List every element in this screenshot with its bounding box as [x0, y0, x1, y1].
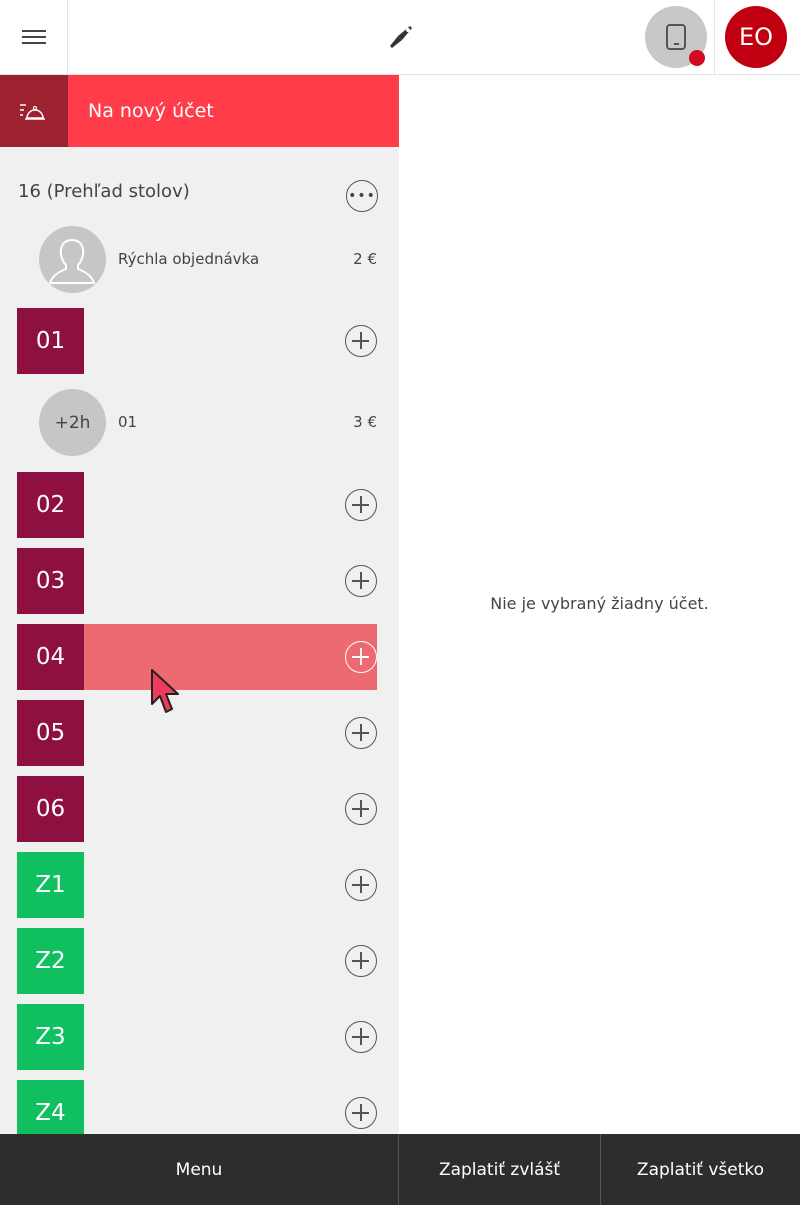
table-tile: 03: [17, 548, 84, 614]
account-price: 2 €: [353, 250, 377, 268]
new-account-label: Na nový účet: [88, 100, 214, 122]
table-row[interactable]: 02: [17, 472, 377, 538]
add-icon[interactable]: [345, 1021, 377, 1053]
menu-button[interactable]: Menu: [175, 1159, 223, 1180]
pay-separately-button[interactable]: Zaplatiť zvlášť: [398, 1134, 600, 1205]
new-account-button[interactable]: Na nový účet: [0, 75, 399, 147]
add-icon[interactable]: [345, 565, 377, 597]
tables-panel: Na nový účet 16 (Prehľad stolov) ••• Rýc…: [0, 75, 399, 1146]
bottom-bar: Menu Zaplatiť zvlášť Zaplatiť všetko: [0, 1134, 800, 1205]
status-dot: [689, 50, 705, 66]
divider: [714, 0, 715, 74]
person-avatar-icon: [39, 226, 106, 293]
table-tile: 05: [17, 700, 84, 766]
top-bar: EO: [0, 0, 800, 75]
table-tile: Z3: [17, 1004, 84, 1070]
tablet-icon: [666, 24, 686, 50]
hamburger-menu-button[interactable]: [0, 0, 68, 74]
section-title: 16 (Prehľad stolov): [18, 181, 190, 202]
account-row[interactable]: Rýchla objednávka 2 €: [0, 226, 399, 293]
table-tile: Z1: [17, 852, 84, 918]
table-tile: 04: [17, 624, 84, 690]
table-tile: 01: [17, 308, 84, 374]
user-avatar[interactable]: EO: [725, 6, 787, 68]
table-row[interactable]: Z3: [17, 1004, 377, 1070]
mouse-cursor-icon: [151, 669, 179, 713]
add-icon[interactable]: [345, 325, 377, 357]
table-tile: Z2: [17, 928, 84, 994]
table-row[interactable]: Z2: [17, 928, 377, 994]
pay-all-button[interactable]: Zaplatiť všetko: [600, 1134, 800, 1205]
table-row[interactable]: 01: [17, 308, 377, 374]
add-icon[interactable]: [345, 945, 377, 977]
rocket-icon[interactable]: [386, 22, 416, 52]
cloche-icon: [0, 75, 68, 147]
menu-icon: [21, 26, 46, 48]
more-options-button[interactable]: •••: [346, 180, 378, 212]
table-row[interactable]: 06: [17, 776, 377, 842]
add-icon[interactable]: [345, 489, 377, 521]
add-icon[interactable]: [345, 793, 377, 825]
empty-state-text: Nie je vybraný žiadny účet.: [490, 594, 709, 613]
table-row-highlighted[interactable]: 04: [17, 624, 377, 690]
account-name: Rýchla objednávka: [118, 250, 260, 268]
table-tile: 02: [17, 472, 84, 538]
account-name: 01: [118, 413, 138, 431]
add-icon[interactable]: [345, 717, 377, 749]
account-time-badge: +2h: [39, 389, 106, 456]
table-row[interactable]: Z1: [17, 852, 377, 918]
add-icon[interactable]: [345, 1097, 377, 1129]
account-row[interactable]: +2h 01 3 €: [0, 389, 399, 456]
add-icon[interactable]: [345, 869, 377, 901]
table-row[interactable]: 05: [17, 700, 377, 766]
account-price: 3 €: [353, 413, 377, 431]
table-tile: 06: [17, 776, 84, 842]
device-status-button[interactable]: [645, 6, 707, 68]
add-icon[interactable]: [345, 641, 377, 673]
table-row[interactable]: 03: [17, 548, 377, 614]
